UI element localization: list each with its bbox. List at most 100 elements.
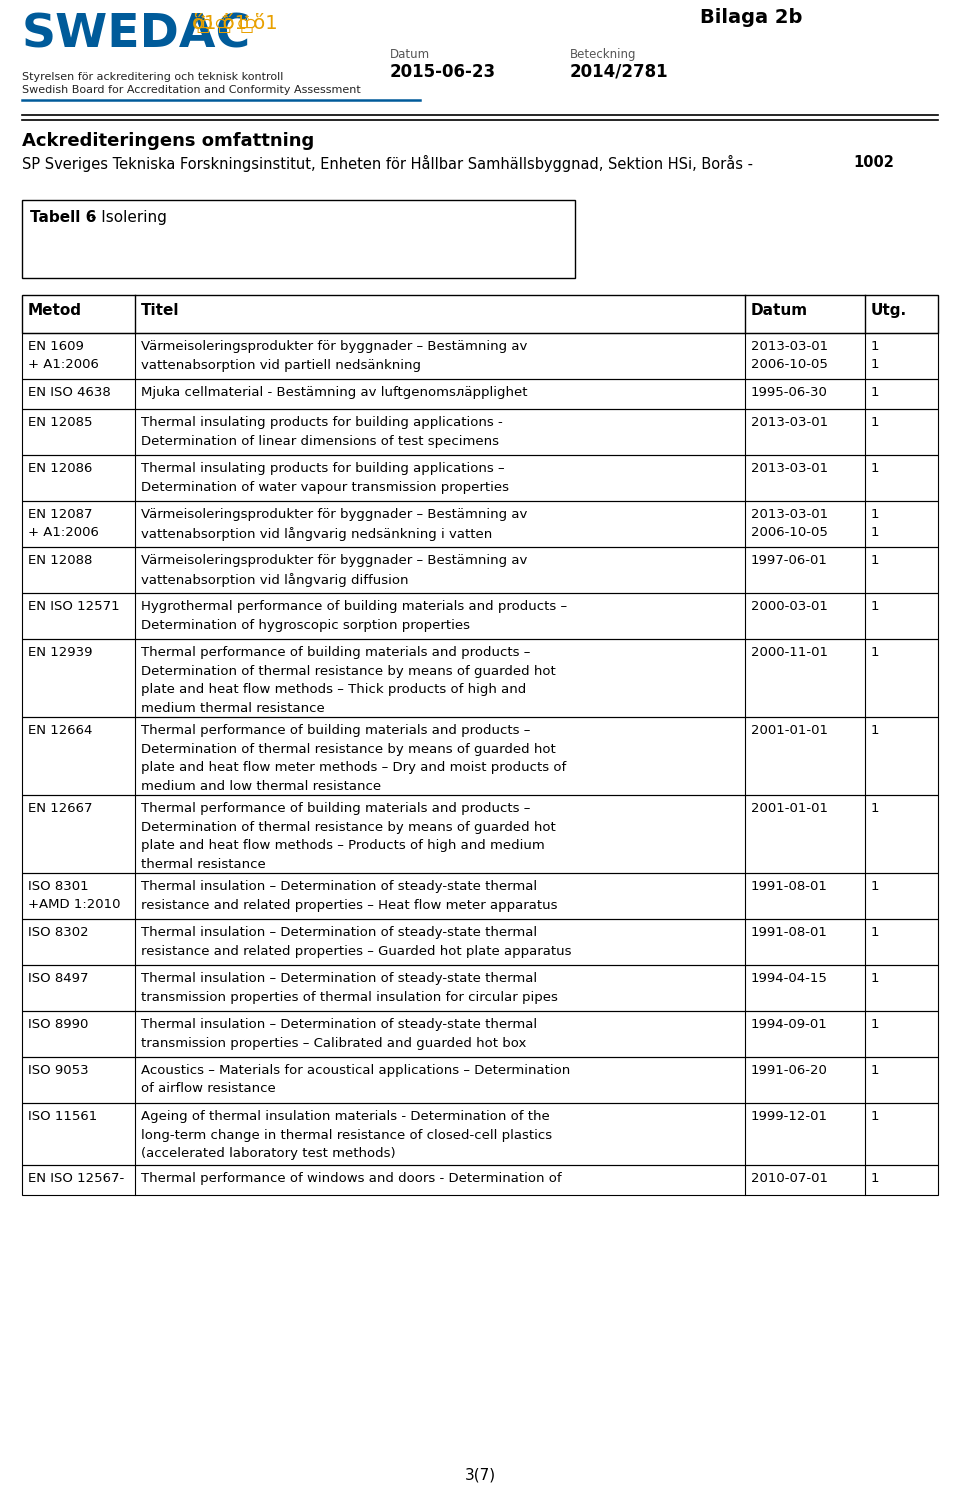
- Text: 3(7): 3(7): [465, 1468, 495, 1484]
- Text: ὅ1 ὅ1 ὅ1: ὅ1 ὅ1 ὅ1: [192, 13, 277, 33]
- Text: ISO 8497: ISO 8497: [28, 972, 88, 986]
- Text: Thermal insulating products for building applications –
Determination of water v: Thermal insulating products for building…: [141, 462, 509, 494]
- Text: 1002: 1002: [853, 154, 894, 170]
- Text: Hygrothermal performance of building materials and products –
Determination of h: Hygrothermal performance of building mat…: [141, 600, 567, 632]
- Text: EN 1609
+ A1:2006: EN 1609 + A1:2006: [28, 340, 99, 372]
- Bar: [22, 333, 938, 380]
- Bar: [22, 717, 938, 795]
- Text: 1991-06-20: 1991-06-20: [751, 1064, 828, 1077]
- Text: EN 12085: EN 12085: [28, 416, 92, 429]
- Text: 1: 1: [871, 802, 879, 814]
- Text: Utg.: Utg.: [871, 303, 907, 318]
- Bar: [22, 1011, 938, 1058]
- Text: 1: 1: [871, 462, 879, 476]
- Text: Titel: Titel: [141, 303, 180, 318]
- Bar: [22, 964, 938, 1011]
- Bar: [22, 1102, 938, 1166]
- Bar: [22, 410, 938, 454]
- Text: Beteckning: Beteckning: [570, 48, 636, 62]
- Text: Mjuka cellmaterial - Bestämning av luftgenomsлäpplighet: Mjuka cellmaterial - Bestämning av luftg…: [141, 386, 527, 399]
- Text: 2013-03-01: 2013-03-01: [751, 462, 828, 476]
- Bar: [22, 1058, 938, 1102]
- Text: 1: 1: [871, 880, 879, 892]
- Text: Thermal performance of building materials and products –
Determination of therma: Thermal performance of building material…: [141, 724, 566, 792]
- Text: 1: 1: [871, 1064, 879, 1077]
- Text: 1: 1: [871, 1172, 879, 1185]
- Text: 1994-04-15: 1994-04-15: [751, 972, 828, 986]
- Bar: [22, 592, 938, 639]
- Text: ISO 8302: ISO 8302: [28, 926, 88, 939]
- Text: 2001-01-01: 2001-01-01: [751, 802, 828, 814]
- Bar: [22, 454, 938, 501]
- Text: 1: 1: [871, 554, 879, 567]
- Text: 2013-03-01: 2013-03-01: [751, 416, 828, 429]
- Text: 1995-06-30: 1995-06-30: [751, 386, 828, 399]
- Text: Metod: Metod: [28, 303, 82, 318]
- Text: Värmeisoleringsprodukter för byggnader – Bestämning av
vattenabsorption vid lång: Värmeisoleringsprodukter för byggnader –…: [141, 509, 527, 542]
- Text: Värmeisoleringsprodukter för byggnader – Bestämning av
vattenabsorption vid part: Värmeisoleringsprodukter för byggnader –…: [141, 340, 527, 372]
- Bar: [22, 873, 938, 919]
- Text: EN 12939: EN 12939: [28, 646, 92, 658]
- Text: EN 12088: EN 12088: [28, 554, 92, 567]
- Text: EN ISO 12567-: EN ISO 12567-: [28, 1172, 124, 1185]
- Bar: [22, 920, 938, 964]
- Text: 1: 1: [871, 646, 879, 658]
- Text: Ackrediteringens omfattning: Ackrediteringens omfattning: [22, 132, 314, 150]
- Text: 2010-07-01: 2010-07-01: [751, 1172, 828, 1185]
- Text: 2015-06-23: 2015-06-23: [390, 63, 496, 81]
- Text: EN 12087
+ A1:2006: EN 12087 + A1:2006: [28, 509, 99, 540]
- Text: Swedish Board for Accreditation and Conformity Assessment: Swedish Board for Accreditation and Conf…: [22, 86, 361, 94]
- Text: 1
1: 1 1: [871, 340, 879, 372]
- Text: EN 12086: EN 12086: [28, 462, 92, 476]
- Text: EN ISO 4638: EN ISO 4638: [28, 386, 110, 399]
- Text: Thermal insulating products for building applications -
Determination of linear : Thermal insulating products for building…: [141, 416, 503, 447]
- Text: Bilaga 2b: Bilaga 2b: [700, 8, 803, 27]
- Bar: [22, 380, 938, 410]
- Text: Tabell 6: Tabell 6: [30, 210, 96, 225]
- Text: ISO 9053: ISO 9053: [28, 1064, 88, 1077]
- Text: Datum: Datum: [751, 303, 808, 318]
- Text: 1: 1: [871, 386, 879, 399]
- Text: 1997-06-01: 1997-06-01: [751, 554, 828, 567]
- Bar: [22, 548, 938, 592]
- Text: 1: 1: [871, 972, 879, 986]
- Text: EN ISO 12571: EN ISO 12571: [28, 600, 120, 613]
- Text: Thermal performance of building materials and products –
Determination of therma: Thermal performance of building material…: [141, 802, 556, 870]
- Text: Ageing of thermal insulation materials - Determination of the
long-term change i: Ageing of thermal insulation materials -…: [141, 1110, 552, 1160]
- Text: 1999-12-01: 1999-12-01: [751, 1110, 828, 1124]
- Bar: [22, 501, 938, 548]
- Text: 1994-09-01: 1994-09-01: [751, 1019, 828, 1031]
- Text: Thermal insulation – Determination of steady-state thermal
resistance and relate: Thermal insulation – Determination of st…: [141, 926, 571, 957]
- Text: Thermal insulation – Determination of steady-state thermal
transmission properti: Thermal insulation – Determination of st…: [141, 1019, 538, 1050]
- Bar: [22, 296, 938, 333]
- Text: 2000-03-01: 2000-03-01: [751, 600, 828, 613]
- Text: 1: 1: [871, 1110, 879, 1124]
- Text: 2000-11-01: 2000-11-01: [751, 646, 828, 658]
- Text: Värmeisoleringsprodukter för byggnader – Bestämning av
vattenabsorption vid lång: Värmeisoleringsprodukter för byggnader –…: [141, 554, 527, 586]
- Text: 1: 1: [871, 600, 879, 613]
- Text: Thermal performance of windows and doors - Determination of: Thermal performance of windows and doors…: [141, 1172, 562, 1185]
- Text: 1991-08-01: 1991-08-01: [751, 926, 828, 939]
- Text: 1: 1: [871, 926, 879, 939]
- Text: 1: 1: [871, 724, 879, 736]
- Text: - Isolering: - Isolering: [86, 210, 167, 225]
- Bar: [22, 795, 938, 873]
- Text: 2001-01-01: 2001-01-01: [751, 724, 828, 736]
- Text: ISO 11561: ISO 11561: [28, 1110, 97, 1124]
- Text: Styrelsen för ackreditering och teknisk kontroll: Styrelsen för ackreditering och teknisk …: [22, 72, 283, 82]
- Text: SP Sveriges Tekniska Forskningsinstitut, Enheten för Hållbar Samhällsbyggnad, Se: SP Sveriges Tekniska Forskningsinstitut,…: [22, 154, 757, 172]
- Bar: [22, 200, 575, 278]
- Text: EN 12667: EN 12667: [28, 802, 92, 814]
- Text: ISO 8990: ISO 8990: [28, 1019, 88, 1031]
- Text: Thermal performance of building materials and products –
Determination of therma: Thermal performance of building material…: [141, 646, 556, 714]
- Text: Thermal insulation – Determination of steady-state thermal
transmission properti: Thermal insulation – Determination of st…: [141, 972, 558, 1004]
- Text: Thermal insulation – Determination of steady-state thermal
resistance and relate: Thermal insulation – Determination of st…: [141, 880, 558, 912]
- Text: EN 12664: EN 12664: [28, 724, 92, 736]
- Text: SWEDAC: SWEDAC: [22, 12, 252, 57]
- Text: 1991-08-01: 1991-08-01: [751, 880, 828, 892]
- Bar: [22, 639, 938, 717]
- Text: 2014/2781: 2014/2781: [570, 63, 668, 81]
- Text: ♔♔♔: ♔♔♔: [192, 13, 259, 38]
- Bar: [22, 1166, 938, 1196]
- Text: 2013-03-01
2006-10-05: 2013-03-01 2006-10-05: [751, 509, 828, 540]
